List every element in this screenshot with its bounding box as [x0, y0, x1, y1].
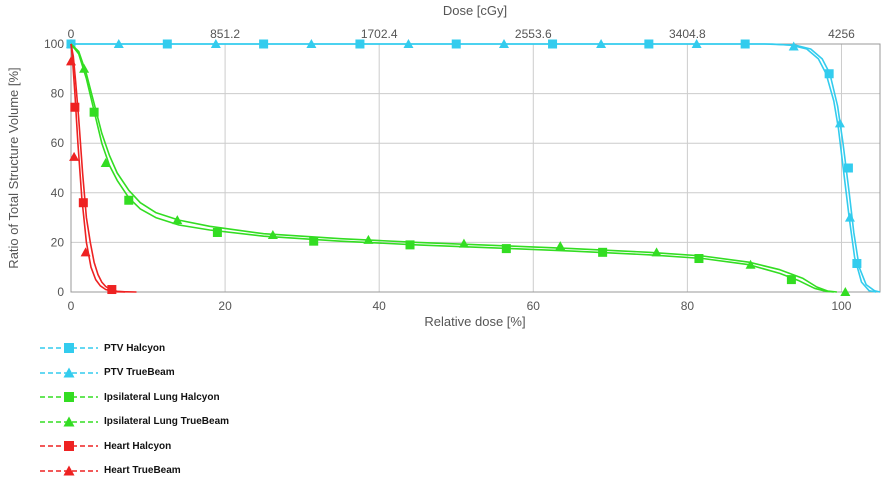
legend-label: Heart Halcyon [104, 441, 171, 452]
legend-swatch-heart-truebeam [38, 461, 100, 481]
data-point-square [213, 228, 222, 237]
legend-item-ptv-halcyon: PTV Halcyon [38, 336, 338, 361]
legend-item-heart-halcyon: Heart Halcyon [38, 434, 338, 459]
legend-label: Ipsilateral Lung Halcyon [104, 392, 220, 403]
y-tick-label: 60 [51, 136, 65, 150]
series-line [71, 44, 876, 292]
series-1 [66, 39, 876, 292]
legend-swatch-lung-truebeam [38, 412, 100, 432]
legend-item-heart-truebeam: Heart TrueBeam [38, 459, 338, 483]
y-axis: 0 20 40 60 80 100 [44, 37, 64, 299]
x-tick-label: 0 [68, 299, 75, 313]
x2-axis-title: Dose [cGy] [443, 3, 507, 18]
data-point-triangle [459, 239, 469, 248]
x-tick-label: 40 [373, 299, 387, 313]
data-point-triangle [845, 213, 855, 222]
legend-item-lung-truebeam: Ipsilateral Lung TrueBeam [38, 410, 338, 435]
series-5 [66, 44, 125, 292]
x-tick-label: 60 [527, 299, 541, 313]
legend-item-ptv-truebeam: PTV TrueBeam [38, 361, 338, 386]
series-line [71, 44, 837, 292]
data-point-triangle [79, 64, 89, 73]
x2-tick-label: 0 [68, 27, 75, 41]
data-point-square [64, 343, 74, 353]
chart-legend: PTV Halcyon PTV TrueBeam Ipsilateral Lun… [38, 336, 338, 483]
data-point-square [124, 196, 133, 205]
series-3 [71, 44, 850, 296]
plot-area-border [71, 44, 880, 292]
data-point-square [309, 237, 318, 246]
chart-grid [71, 44, 880, 292]
y-tick-label: 20 [51, 235, 65, 249]
x-tick-label: 20 [218, 299, 232, 313]
chart-series [66, 39, 880, 296]
y-tick-label: 0 [57, 285, 64, 299]
x2-tick-label: 851.2 [210, 27, 240, 41]
x2-tick-label: 4256 [828, 27, 855, 41]
x-tick-label: 100 [831, 299, 851, 313]
series-0 [67, 40, 881, 293]
data-point-square [787, 275, 796, 284]
data-point-triangle [172, 215, 182, 224]
x-axis-title: Relative dose [%] [424, 314, 525, 329]
series-line [71, 44, 125, 292]
legend-swatch-lung-halcyon [38, 387, 100, 407]
y-tick-label: 80 [51, 87, 65, 101]
y-axis-title: Ratio of Total Structure Volume [%] [6, 67, 21, 268]
x2-tick-label: 2553.6 [515, 27, 552, 41]
series-line [71, 44, 880, 292]
legend-swatch-heart-halcyon [38, 436, 100, 456]
data-point-square [64, 392, 74, 402]
data-point-square [64, 441, 74, 451]
x-tick-label: 80 [681, 299, 695, 313]
series-line [71, 44, 834, 292]
secondary-x-axis: 0 851.2 1702.4 2553.6 3404.8 4256 [68, 27, 855, 41]
legend-item-lung-halcyon: Ipsilateral Lung Halcyon [38, 385, 338, 410]
y-tick-label: 40 [51, 186, 65, 200]
legend-label: PTV TrueBeam [104, 367, 175, 378]
legend-label: PTV Halcyon [104, 343, 165, 354]
x2-tick-label: 3404.8 [669, 27, 706, 41]
legend-swatch-ptv-halcyon [38, 338, 100, 358]
series-line [71, 44, 137, 292]
legend-swatch-ptv-truebeam [38, 363, 100, 383]
x2-tick-label: 1702.4 [361, 27, 398, 41]
legend-label: Ipsilateral Lung TrueBeam [104, 416, 229, 427]
y-tick-label: 100 [44, 37, 64, 51]
x-axis: 0 20 40 60 80 100 [68, 299, 852, 313]
series-2 [71, 44, 834, 292]
legend-label: Heart TrueBeam [104, 465, 181, 476]
data-point-square [844, 164, 853, 173]
data-point-triangle [81, 247, 91, 256]
